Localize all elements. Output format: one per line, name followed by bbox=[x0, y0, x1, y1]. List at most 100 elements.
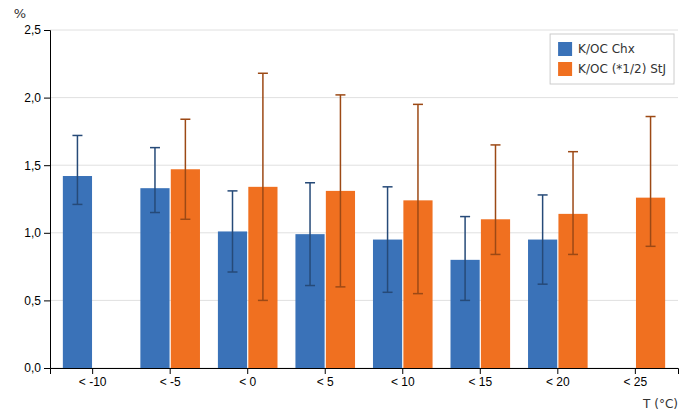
x-tick-mark bbox=[402, 368, 403, 374]
error-bar bbox=[460, 217, 470, 301]
x-tick-label: < 25 bbox=[624, 375, 648, 389]
error-cap bbox=[568, 151, 578, 153]
error-cap bbox=[335, 286, 345, 288]
error-cap bbox=[335, 94, 345, 96]
x-tick: < 0 bbox=[239, 368, 256, 389]
error-line bbox=[154, 148, 156, 213]
error-line bbox=[77, 135, 79, 204]
error-cap bbox=[180, 219, 190, 221]
error-cap bbox=[305, 285, 315, 287]
error-cap bbox=[413, 104, 423, 106]
marks bbox=[63, 73, 665, 368]
x-tick: < 5 bbox=[317, 368, 334, 389]
y-tick-label: 0,0 bbox=[24, 361, 41, 375]
y-axis-line bbox=[44, 31, 51, 369]
legend-label: K/OC (*1/2) StJ bbox=[578, 62, 666, 76]
y-tick-label: 2,0 bbox=[24, 91, 41, 105]
x-tick: < -5 bbox=[160, 368, 181, 389]
error-bar bbox=[150, 148, 160, 213]
x-tick-label: < 0 bbox=[239, 375, 256, 389]
x-tick: < -10 bbox=[79, 368, 107, 389]
error-cap bbox=[568, 254, 578, 256]
x-tick: < 20 bbox=[546, 368, 570, 389]
x-tick-mark bbox=[480, 368, 481, 374]
x-tick-label: < 10 bbox=[391, 375, 415, 389]
y-tick-label: 1,0 bbox=[24, 226, 41, 240]
x-tick-mark bbox=[325, 368, 326, 374]
legend-swatch bbox=[558, 62, 572, 76]
y-tick-mark bbox=[44, 165, 50, 166]
error-cap bbox=[383, 186, 393, 188]
x-tick-mark bbox=[557, 368, 558, 374]
error-cap bbox=[460, 216, 470, 218]
error-line bbox=[650, 117, 652, 247]
error-bar bbox=[258, 73, 268, 300]
legend-frame bbox=[550, 34, 674, 84]
y-tick-mark bbox=[44, 368, 50, 369]
error-cap bbox=[383, 292, 393, 294]
error-line bbox=[464, 217, 466, 301]
y-tick-mark bbox=[44, 233, 50, 234]
y-tick-label: 0,5 bbox=[24, 294, 41, 308]
legend-label: K/OC Chx bbox=[578, 42, 635, 56]
y-tick-mark bbox=[44, 300, 50, 301]
y-axis-title: % bbox=[14, 6, 26, 21]
x-tick-mark bbox=[635, 368, 636, 374]
bar bbox=[140, 188, 169, 368]
error-cap bbox=[538, 283, 548, 285]
error-line bbox=[495, 145, 497, 255]
x-tick: < 15 bbox=[468, 368, 492, 389]
y-tick: 1,5 bbox=[24, 159, 50, 173]
error-bar bbox=[305, 183, 315, 286]
error-line bbox=[232, 191, 234, 272]
x-tick: < 10 bbox=[391, 368, 415, 389]
error-cap bbox=[228, 271, 238, 273]
error-bar bbox=[490, 145, 500, 255]
error-bar bbox=[335, 95, 345, 287]
error-cap bbox=[538, 194, 548, 196]
grid-line bbox=[50, 97, 678, 98]
x-tick-label: < 20 bbox=[546, 375, 570, 389]
error-line bbox=[262, 73, 264, 300]
error-line bbox=[417, 104, 419, 293]
error-bar bbox=[72, 135, 82, 204]
error-bar bbox=[646, 117, 656, 247]
grid-line bbox=[50, 30, 678, 31]
error-bar bbox=[413, 104, 423, 293]
y-tick-mark bbox=[44, 30, 50, 31]
error-cap bbox=[180, 118, 190, 120]
error-bar bbox=[228, 191, 238, 272]
error-cap bbox=[72, 204, 82, 206]
error-cap bbox=[490, 144, 500, 146]
error-cap bbox=[150, 212, 160, 214]
y-axis: 0,0 0,5 1,0 1,5 2,0 2,5 bbox=[24, 23, 50, 375]
chart: 0,0 0,5 1,0 1,5 2,0 2,5 < -10 < -5 < 0 < 5 < 10 < 1… bbox=[0, 0, 693, 418]
grid bbox=[50, 30, 678, 368]
error-line bbox=[572, 152, 574, 255]
x-tick-mark bbox=[247, 368, 248, 374]
x-tick-label: < 5 bbox=[317, 375, 334, 389]
error-cap bbox=[228, 190, 238, 192]
error-bar bbox=[383, 187, 393, 292]
x-tick-label: < -5 bbox=[160, 375, 181, 389]
x-tick-mark bbox=[170, 368, 171, 374]
error-line bbox=[340, 95, 342, 287]
error-bar bbox=[568, 152, 578, 255]
y-tick: 2,5 bbox=[24, 23, 50, 37]
error-line bbox=[185, 119, 187, 219]
legend-item: K/OC (*1/2) StJ bbox=[558, 62, 666, 76]
y-tick: 1,0 bbox=[24, 226, 50, 240]
x-tick: < 25 bbox=[624, 368, 648, 389]
legend-swatch bbox=[558, 42, 572, 56]
y-tick: 2,0 bbox=[24, 91, 50, 105]
error-bar bbox=[180, 119, 190, 219]
x-tick-label: < 15 bbox=[468, 375, 492, 389]
error-cap bbox=[305, 182, 315, 184]
error-cap bbox=[646, 116, 656, 118]
y-tick: 0,5 bbox=[24, 294, 50, 308]
plot: 0,0 0,5 1,0 1,5 2,0 2,5 < -10 < -5 < 0 < 5 < 10 < 1… bbox=[14, 6, 679, 411]
x-axis: < -10 < -5 < 0 < 5 < 10 < 15 < 20 < 25 bbox=[51, 368, 679, 389]
error-cap bbox=[460, 300, 470, 302]
error-cap bbox=[150, 147, 160, 149]
y-tick-mark bbox=[44, 98, 50, 99]
